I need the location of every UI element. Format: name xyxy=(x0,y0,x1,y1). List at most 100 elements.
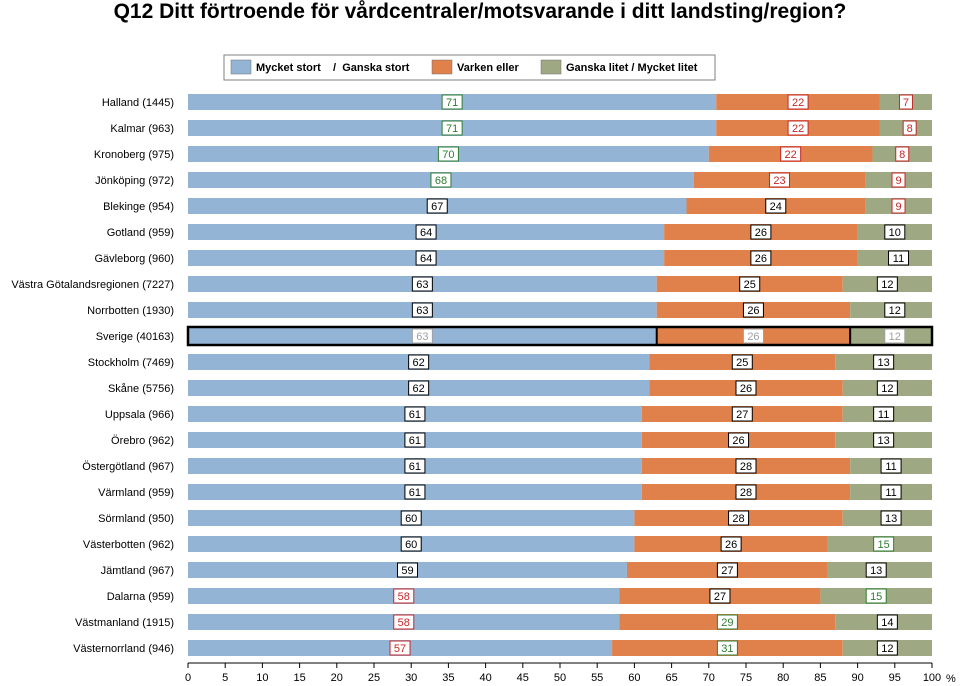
data-label: 63 xyxy=(416,331,428,343)
data-label-box xyxy=(716,640,738,656)
data-label-box xyxy=(404,432,426,448)
data-label-box xyxy=(884,224,906,240)
data-label: 13 xyxy=(885,513,897,525)
legend: Mycket stort / Ganska stort Varken eller G… xyxy=(223,54,716,81)
data-label: 10 xyxy=(889,227,901,239)
category-label: Jämtland (967) xyxy=(101,565,174,577)
data-label: 64 xyxy=(420,253,432,265)
data-label: 61 xyxy=(409,435,421,447)
data-label-box xyxy=(396,562,418,578)
data-label: 67 xyxy=(431,201,443,213)
data-label-box xyxy=(728,510,750,526)
data-label: 31 xyxy=(721,643,733,655)
data-label-box xyxy=(441,120,463,136)
data-label-box xyxy=(415,250,437,266)
data-label: 13 xyxy=(870,565,882,577)
legend-label: Mycket stort / Ganska stort xyxy=(256,62,410,74)
data-label: 63 xyxy=(416,305,428,317)
data-label: 12 xyxy=(889,305,901,317)
data-label: 15 xyxy=(870,591,882,603)
data-label-box xyxy=(731,354,753,370)
data-label: 8 xyxy=(899,149,905,161)
legend-label: Varken eller xyxy=(457,62,519,74)
data-label: 23 xyxy=(773,175,785,187)
legend-swatch xyxy=(230,59,252,75)
category-label: Östergötland (967) xyxy=(82,461,174,473)
x-tick-label: 35 xyxy=(442,672,454,684)
data-label-box xyxy=(880,510,902,526)
data-label-box xyxy=(716,614,738,630)
data-label: 12 xyxy=(881,643,893,655)
data-label-box xyxy=(750,224,772,240)
data-label: 28 xyxy=(740,461,752,473)
category-label: Skåne (5756) xyxy=(108,383,174,395)
data-label-box xyxy=(389,640,411,656)
x-tick-label: 50 xyxy=(554,672,566,684)
data-label: 60 xyxy=(405,539,417,551)
category-label: Västra Götalandsregionen (7227) xyxy=(11,279,174,291)
category-label: Kalmar (963) xyxy=(110,123,174,135)
data-label: 61 xyxy=(409,409,421,421)
data-label: 28 xyxy=(732,513,744,525)
data-label: 71 xyxy=(446,97,458,109)
x-tick-label: 20 xyxy=(331,672,343,684)
category-label: Västernorrland (946) xyxy=(73,643,174,655)
data-label-box xyxy=(393,588,415,604)
data-label-box xyxy=(728,432,750,448)
x-tick-label: 70 xyxy=(703,672,715,684)
data-label-box xyxy=(404,406,426,422)
x-tick-label: 90 xyxy=(851,672,863,684)
data-label: 63 xyxy=(416,279,428,291)
data-label: 27 xyxy=(736,409,748,421)
category-label: Dalarna (959) xyxy=(107,591,174,603)
data-label-box xyxy=(735,458,757,474)
data-label-box xyxy=(876,276,898,292)
category-label: Blekinge (954) xyxy=(103,201,174,213)
data-label-box xyxy=(408,380,430,396)
category-label: Sverige (40163) xyxy=(96,331,174,343)
category-label: Örebro (962) xyxy=(111,435,174,447)
x-tick-label: 5 xyxy=(222,672,228,684)
data-label: 24 xyxy=(770,201,782,213)
x-tick-label: 45 xyxy=(517,672,529,684)
data-label: 8 xyxy=(907,123,913,135)
x-tick-label: 65 xyxy=(665,672,677,684)
data-label-box xyxy=(876,380,898,396)
data-label-box xyxy=(888,250,910,266)
category-label: Kronoberg (975) xyxy=(94,149,174,161)
data-label: 27 xyxy=(721,565,733,577)
highlight-outline xyxy=(186,325,934,347)
data-label: 57 xyxy=(394,643,406,655)
data-label: 26 xyxy=(732,435,744,447)
data-label: 12 xyxy=(881,383,893,395)
data-label-box xyxy=(404,484,426,500)
data-label: 64 xyxy=(420,227,432,239)
data-label-box xyxy=(884,328,906,344)
data-label-box xyxy=(739,276,761,292)
x-tick-label: 75 xyxy=(740,672,752,684)
data-label-box xyxy=(735,380,757,396)
data-label: 60 xyxy=(405,513,417,525)
data-label: 11 xyxy=(878,409,889,421)
data-label-box xyxy=(426,198,448,214)
category-label: Västmanland (1915) xyxy=(75,617,174,629)
data-label-box xyxy=(873,536,895,552)
data-label-box xyxy=(873,354,895,370)
legend-swatch xyxy=(431,59,453,75)
category-label: Sörmland (950) xyxy=(98,513,174,525)
data-label: 62 xyxy=(413,357,425,369)
data-label-box xyxy=(393,614,415,630)
x-tick-label: 40 xyxy=(479,672,491,684)
x-tick-label: 100 xyxy=(923,672,941,684)
category-label: Värmland (959) xyxy=(98,487,174,499)
data-label: 9 xyxy=(895,175,901,187)
data-label-box xyxy=(408,354,430,370)
data-label-box xyxy=(437,146,459,162)
data-label-box xyxy=(750,250,772,266)
data-label-box xyxy=(411,302,433,318)
data-label: 11 xyxy=(885,487,896,499)
data-label-box xyxy=(880,458,902,474)
data-label-box xyxy=(865,562,887,578)
